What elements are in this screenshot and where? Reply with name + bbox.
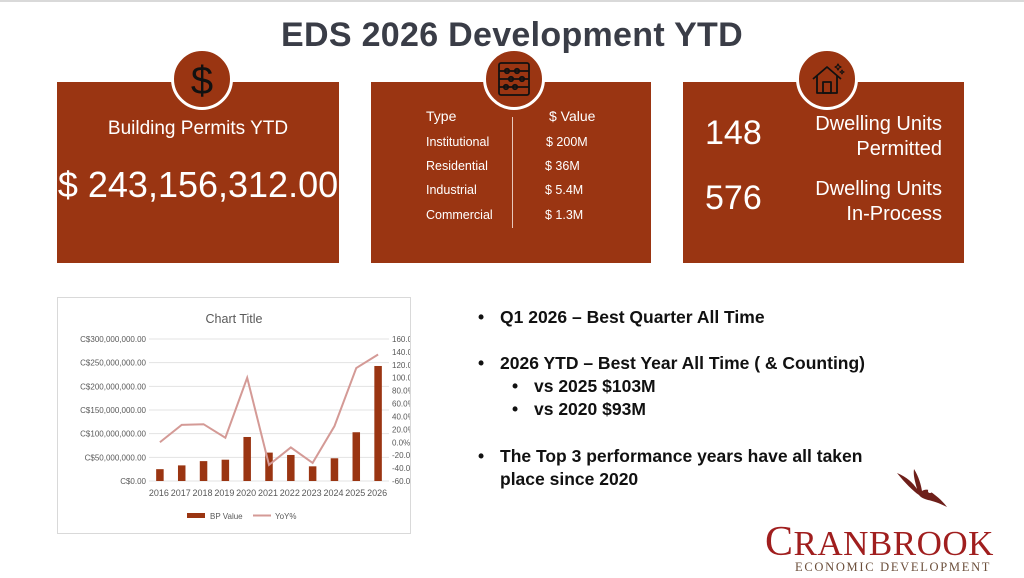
x-tick-label: 2020	[236, 488, 256, 498]
y-right-tick-label: 120.0%	[392, 361, 410, 370]
dollar-sign-icon: $	[171, 48, 233, 110]
bar-bp-value	[199, 461, 208, 481]
x-tick-label: 2016	[149, 488, 169, 498]
svg-text:$: $	[191, 59, 213, 101]
inprocess-label-line1: Dwelling Units	[815, 178, 942, 200]
bullet-item: • The Top 3 performance years have all ta…	[478, 446, 863, 466]
top-divider	[0, 0, 1024, 2]
inprocess-label-line2: In-Process	[846, 203, 942, 225]
y-right-tick-label: 20.0%	[392, 425, 410, 434]
type-row-label: Industrial	[426, 183, 477, 197]
y-right-tick-label: 0.0%	[392, 438, 410, 447]
legend-label-bp-value: BP Value	[210, 512, 243, 521]
x-tick-label: 2022	[280, 488, 300, 498]
building-permits-label: Building Permits YTD	[107, 118, 289, 139]
logo-initial: C	[765, 519, 794, 565]
y-right-tick-label: 140.0%	[392, 348, 410, 357]
y-left-tick-label: C$100,000,000.00	[80, 430, 146, 439]
permitted-label-line1: Dwelling Units	[815, 113, 942, 135]
y-right-tick-label: 40.0%	[392, 412, 410, 421]
legend-swatch-bp-value	[187, 513, 205, 518]
bar-bp-value	[156, 469, 164, 481]
y-left-tick-label: C$50,000,000.00	[85, 453, 147, 462]
y-left-tick-label: C$200,000,000.00	[80, 382, 146, 391]
type-row-value: $ 200M	[546, 135, 588, 149]
chart-svg: Chart Title C$0.00 C$50,000,000.00 C$100,0…	[80, 312, 419, 521]
value-column-header: $ Value	[549, 108, 596, 124]
y-right-tick-label: -20.0%	[392, 451, 410, 460]
bar-bp-value	[352, 432, 361, 481]
x-tick-label: 2021	[258, 488, 278, 498]
bar-bp-value	[308, 466, 317, 481]
dwelling-units-card: 148 Dwelling Units Permitted 576 Dwellin…	[683, 82, 964, 263]
type-row-label: Institutional	[426, 135, 490, 149]
bullet-text: The Top 3 performance years have all tak…	[500, 446, 863, 466]
bullet-continuation: place since 2020	[500, 469, 639, 489]
x-tick-label: 2019	[214, 488, 234, 498]
bullet-text: Q1 2026 – Best Quarter All Time	[500, 307, 765, 327]
logo-wordmark: CRANBROOK	[765, 518, 994, 566]
bullet-text: 2026 YTD – Best Year All Time ( & Counti…	[500, 353, 866, 373]
bar-bp-value	[330, 458, 339, 481]
page-title: EDS 2026 Development YTD	[281, 16, 743, 54]
type-row-value: $ 36M	[545, 159, 580, 173]
house-icon	[796, 48, 858, 110]
y-left-tick-label: C$150,000,000.00	[80, 406, 146, 415]
table-divider	[512, 117, 513, 228]
y-right-tick-label: -60.0%	[392, 477, 410, 486]
y-right-tick-label: -40.0%	[392, 464, 410, 473]
logo-word-rest: RANBROOK	[793, 524, 994, 563]
y-right-tick-label: 100.0%	[392, 374, 410, 383]
permit-type-card: Type $ Value Institutional $ 200M Reside…	[371, 82, 651, 263]
bar-bp-value	[265, 452, 273, 481]
type-row-value: $ 5.4M	[545, 183, 584, 197]
cranbrook-logo: CRANBROOK ECONOMIC DEVELOPMENT	[758, 465, 1008, 575]
y-right-tick-label: 60.0%	[392, 400, 410, 409]
x-tick-label: 2026	[367, 488, 387, 498]
type-row-label: Commercial	[426, 208, 493, 222]
x-tick-label: 2024	[323, 488, 343, 498]
inprocess-label: Dwelling Units In-Process	[815, 177, 942, 227]
x-tick-label: 2025	[345, 488, 365, 498]
y-left-tick-label: C$250,000,000.00	[80, 359, 146, 368]
bullet-item: • 2026 YTD – Best Year All Time ( & Count…	[478, 353, 866, 373]
chart-panel: Chart Title C$0.00 C$50,000,000.00 C$100,0…	[57, 297, 419, 534]
bar-bp-value	[287, 454, 295, 481]
x-tick-label: 2023	[302, 488, 322, 498]
inprocess-count: 576	[705, 179, 762, 217]
bar-bp-value	[221, 459, 230, 481]
type-column-header: Type	[426, 108, 457, 124]
building-permits-card: Building Permits YTD $ 243,156,312.00	[57, 82, 339, 263]
x-tick-label: 2017	[171, 488, 191, 498]
type-row-value: $ 1.3M	[545, 208, 584, 222]
x-tick-label: 2018	[193, 488, 213, 498]
y-right-tick-label: 160.0%	[392, 335, 410, 344]
sub-bullet-item: • vs 2020 $93M	[512, 399, 646, 419]
bullet-item: • Q1 2026 – Best Quarter All Time	[478, 307, 765, 327]
bar-bp-value	[374, 365, 382, 481]
eagle-icon	[897, 469, 947, 507]
sub-bullet-item: • vs 2025 $103M	[512, 376, 656, 396]
permitted-count: 148	[705, 114, 762, 152]
y-right-tick-label: 80.0%	[392, 387, 410, 396]
chart-title: Chart Title	[206, 312, 263, 326]
logo-subtitle: ECONOMIC DEVELOPMENT	[795, 560, 992, 574]
type-row-label: Residential	[426, 159, 488, 173]
abacus-icon	[483, 48, 545, 110]
y-left-tick-label: C$300,000,000.00	[80, 335, 146, 344]
building-permits-value: $ 243,156,312.00	[57, 164, 339, 205]
bar-bp-value	[243, 436, 251, 481]
bullet-text: vs 2020 $93M	[534, 399, 646, 419]
permitted-label-line2: Permitted	[856, 138, 942, 160]
permitted-label: Dwelling Units Permitted	[815, 112, 942, 162]
legend-label-yoy: YoY%	[275, 512, 297, 521]
y-left-tick-label: C$0.00	[120, 477, 146, 486]
bullet-text: vs 2025 $103M	[534, 376, 656, 396]
bar-bp-value	[177, 465, 186, 481]
